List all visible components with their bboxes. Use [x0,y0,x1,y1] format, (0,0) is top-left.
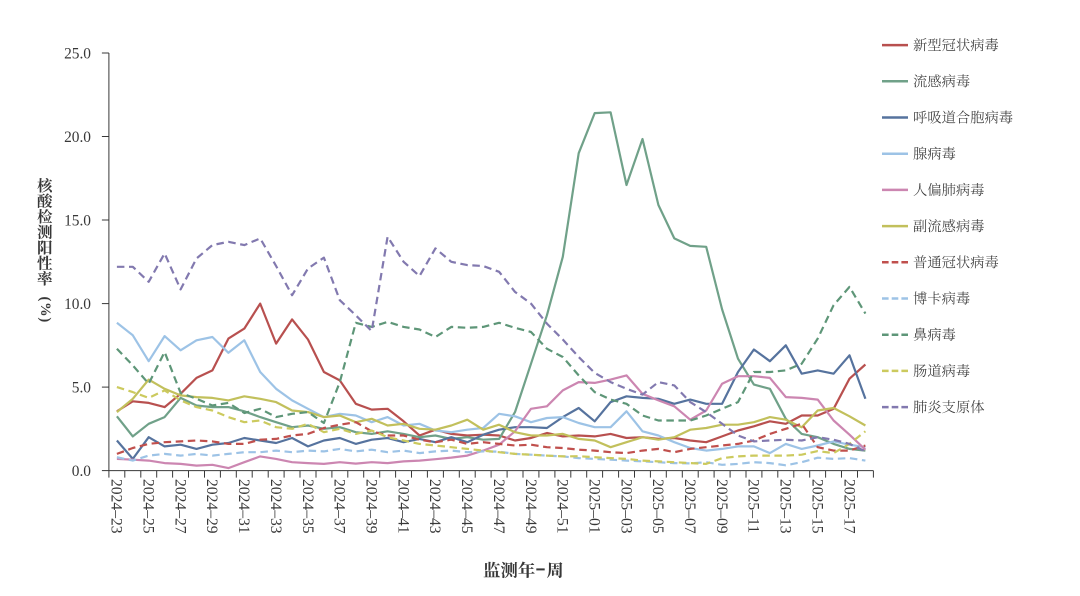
svg-text:2024–23: 2024–23 [108,479,125,534]
svg-text:2024–29: 2024–29 [203,479,220,534]
svg-text:2024–51: 2024–51 [554,479,571,534]
svg-text:2024–49: 2024–49 [522,479,539,534]
svg-text:2024–31: 2024–31 [235,479,252,534]
svg-text:0.0: 0.0 [72,463,92,480]
svg-text:2025–13: 2025–13 [777,479,794,534]
svg-text:2025–01: 2025–01 [586,479,603,534]
svg-text:2025–07: 2025–07 [681,479,698,534]
svg-text:2025–11: 2025–11 [745,479,762,533]
svg-text:2024–47: 2024–47 [490,479,507,534]
svg-text:2024–33: 2024–33 [267,479,284,534]
svg-text:2024–39: 2024–39 [363,479,380,534]
svg-text:25.0: 25.0 [64,46,91,63]
svg-text:(%): (%) [37,297,53,324]
svg-text:10.0: 10.0 [64,296,91,313]
svg-text:2024–37: 2024–37 [331,479,348,534]
svg-text:2025–05: 2025–05 [649,479,666,534]
svg-text:2024–35: 2024–35 [299,479,316,534]
svg-text:15.0: 15.0 [64,213,91,230]
svg-text:2025–17: 2025–17 [840,479,857,534]
svg-text:2024–27: 2024–27 [171,479,188,534]
svg-text:2025–15: 2025–15 [809,479,826,534]
svg-text:2024–41: 2024–41 [394,479,411,534]
svg-text:2025–03: 2025–03 [617,479,634,534]
svg-text:2024–25: 2024–25 [140,479,157,534]
svg-text:5.0: 5.0 [72,380,92,397]
svg-text:2024–43: 2024–43 [426,479,443,534]
svg-text:2024–45: 2024–45 [458,479,475,534]
svg-text:20.0: 20.0 [64,129,91,146]
svg-text:2025–09: 2025–09 [713,479,730,534]
